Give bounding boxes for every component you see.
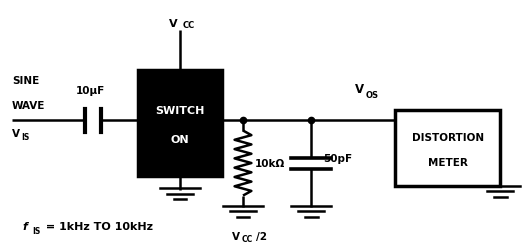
Text: /2: /2 <box>256 231 267 241</box>
Text: = 1kHz TO 10kHz: = 1kHz TO 10kHz <box>42 221 153 231</box>
Text: SWITCH: SWITCH <box>155 106 205 116</box>
Text: V: V <box>355 83 364 96</box>
Text: WAVE: WAVE <box>12 101 45 111</box>
Text: DISTORTION: DISTORTION <box>412 132 484 142</box>
Text: f: f <box>22 221 27 231</box>
Text: IS: IS <box>21 133 30 142</box>
Bar <box>395 111 501 186</box>
Text: IS: IS <box>32 226 40 235</box>
Text: OS: OS <box>365 91 379 100</box>
Text: CC: CC <box>241 234 253 243</box>
Text: V: V <box>169 19 177 29</box>
Text: 50pF: 50pF <box>323 153 352 163</box>
Text: V: V <box>12 129 20 138</box>
Text: 10µF: 10µF <box>76 86 105 96</box>
Bar <box>138 71 222 176</box>
Text: ON: ON <box>171 134 189 144</box>
Text: 10kΩ: 10kΩ <box>254 159 285 168</box>
Text: METER: METER <box>428 157 468 167</box>
Text: V: V <box>232 231 240 241</box>
Text: SINE: SINE <box>12 76 39 86</box>
Text: CC: CC <box>183 21 195 30</box>
